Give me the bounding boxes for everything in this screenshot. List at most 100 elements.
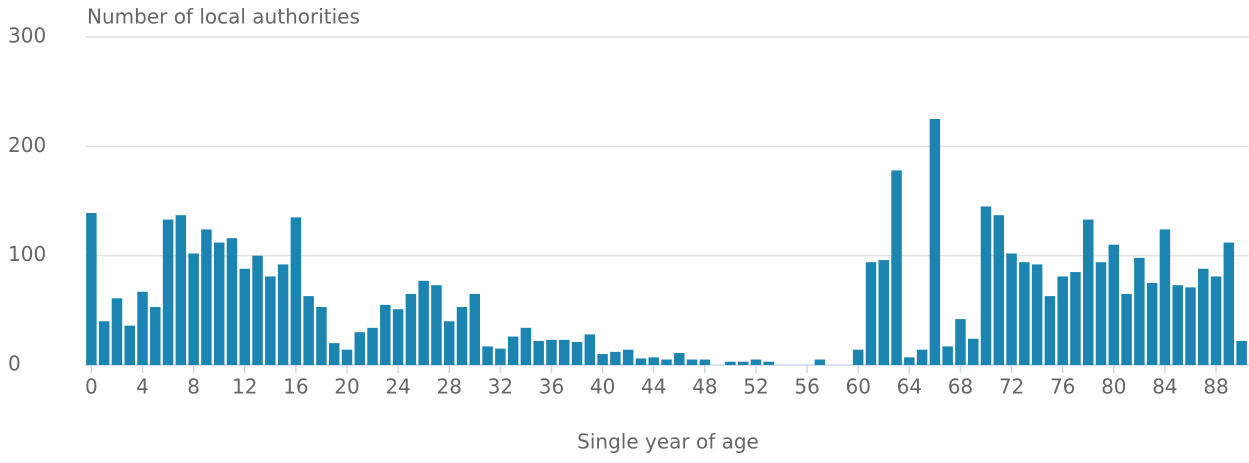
x-tick-label: 80	[1101, 375, 1126, 399]
x-tick-label: 64	[897, 375, 922, 399]
bar	[482, 346, 493, 365]
bar	[443, 321, 455, 365]
bar	[1198, 268, 1209, 365]
bar	[1134, 257, 1145, 365]
bar	[865, 262, 877, 365]
bar	[546, 339, 557, 365]
x-tick-label: 0	[85, 375, 98, 399]
bar	[341, 349, 353, 365]
bar	[520, 327, 532, 365]
bar	[226, 238, 238, 365]
bar	[239, 268, 250, 365]
bar	[111, 298, 123, 365]
bar	[380, 304, 391, 365]
bar	[1108, 244, 1120, 365]
x-tick-label: 60	[845, 375, 870, 399]
bar	[750, 359, 762, 365]
x-tick-label: 68	[948, 375, 973, 399]
bar	[1095, 262, 1107, 365]
bar	[1070, 272, 1081, 365]
bar	[699, 359, 711, 365]
bar	[137, 291, 148, 365]
x-tick-label: 32	[488, 375, 513, 399]
bar	[1223, 242, 1235, 365]
x-tick-label: 24	[385, 375, 410, 399]
bar	[852, 349, 864, 365]
bar	[674, 352, 685, 365]
bar	[878, 260, 890, 365]
bar	[584, 334, 596, 365]
x-tick-label: 44	[641, 375, 666, 399]
bar	[98, 321, 110, 365]
bar	[559, 339, 570, 365]
bar	[571, 342, 583, 365]
x-tick-label: 36	[539, 375, 564, 399]
bar	[980, 206, 992, 365]
bar	[354, 332, 366, 365]
bar	[1019, 262, 1030, 365]
x-tick-label: 88	[1203, 375, 1228, 399]
x-tick-label: 84	[1152, 375, 1177, 399]
x-tick-label: 4	[136, 375, 149, 399]
x-axis-label: Single year of age	[577, 430, 759, 454]
bar	[891, 170, 902, 365]
bar	[686, 359, 698, 365]
bar	[1057, 276, 1068, 365]
bar	[1159, 229, 1171, 365]
bar	[405, 293, 417, 365]
bar	[814, 359, 826, 365]
y-tick-label: 0	[8, 352, 21, 376]
bar	[967, 338, 979, 365]
bar	[1236, 340, 1247, 365]
y-tick-label: 100	[8, 242, 46, 266]
x-tick-label: 20	[334, 375, 359, 399]
bar	[1146, 283, 1158, 365]
bar	[1210, 276, 1222, 365]
bar	[86, 213, 97, 365]
bar	[265, 276, 276, 365]
bar	[597, 354, 608, 365]
bar	[661, 359, 672, 365]
x-tick-label: 8	[187, 375, 200, 399]
bar	[252, 255, 263, 365]
bar	[737, 361, 749, 365]
bar	[507, 336, 519, 365]
bar	[635, 358, 647, 365]
bar	[316, 307, 327, 365]
bar	[648, 357, 659, 365]
x-tick-label: 76	[1050, 375, 1075, 399]
bar	[201, 229, 212, 365]
bar	[942, 346, 953, 365]
bar	[1185, 287, 1196, 365]
x-tick-label: 48	[692, 375, 717, 399]
x-tick-label: 12	[232, 375, 257, 399]
bar	[904, 357, 915, 365]
bar	[162, 219, 174, 365]
bar	[533, 340, 544, 365]
bar	[1121, 293, 1132, 365]
bar	[1083, 219, 1094, 365]
bar	[277, 264, 289, 365]
x-tick-label: 52	[743, 375, 768, 399]
bar	[188, 253, 199, 365]
y-tick-label: 300	[8, 24, 46, 48]
bar	[1172, 285, 1183, 365]
bar	[993, 215, 1005, 365]
bar	[495, 348, 506, 365]
x-tick-label: 56	[794, 375, 819, 399]
bar	[1044, 296, 1056, 365]
x-tick-label: 16	[283, 375, 308, 399]
bar	[213, 242, 225, 365]
x-tick-label: 40	[590, 375, 615, 399]
bar	[124, 325, 135, 365]
bar	[431, 285, 442, 365]
bar	[1006, 253, 1017, 365]
bar	[328, 343, 340, 365]
bar	[456, 307, 468, 365]
bar	[418, 280, 429, 365]
bar	[175, 215, 187, 365]
bar	[1031, 264, 1043, 365]
bar	[469, 293, 481, 365]
bar	[763, 361, 774, 365]
bar	[955, 319, 966, 365]
